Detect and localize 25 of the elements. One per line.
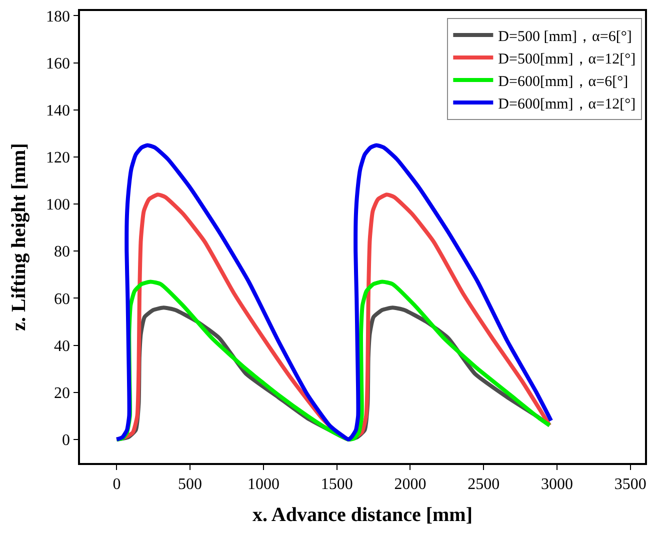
x-tick-label: 0 (112, 476, 121, 493)
y-tick-label: 120 (46, 150, 70, 167)
legend-label: D=500 [mm]，α=6[°] (498, 28, 632, 45)
y-tick-label: 60 (54, 290, 70, 308)
legend-label: D=600[mm]，α=6[°] (498, 74, 628, 90)
legend-label: D=500[mm]，α=12[°] (498, 51, 636, 68)
y-tick-label: 0 (62, 432, 70, 450)
y-tick-label: 20 (54, 384, 70, 402)
x-tick-label: 2000 (394, 476, 426, 493)
y-tick-label: 80 (54, 244, 70, 261)
legend-label: D=600[mm]，α=12[°] (498, 96, 636, 112)
y-tick-label: 40 (54, 338, 70, 355)
x-tick-label: 1000 (247, 476, 280, 493)
x-tick-label: 500 (178, 476, 202, 493)
x-tick-label: 1500 (320, 476, 353, 493)
x-axis-title: x. Advance distance [mm] (252, 504, 472, 526)
line-series (114, 143, 554, 442)
y-tick-label: 140 (46, 102, 70, 120)
x-tick-label: 2500 (468, 476, 500, 493)
y-tick-label: 160 (46, 55, 70, 72)
y-tick-label: 180 (46, 8, 70, 26)
y-tick-label: 100 (46, 196, 70, 214)
x-tick-label: 3500 (614, 476, 646, 493)
x-tick-label: 3000 (540, 476, 573, 493)
y-axis-title: z. Lifting height [mm] (8, 143, 30, 331)
